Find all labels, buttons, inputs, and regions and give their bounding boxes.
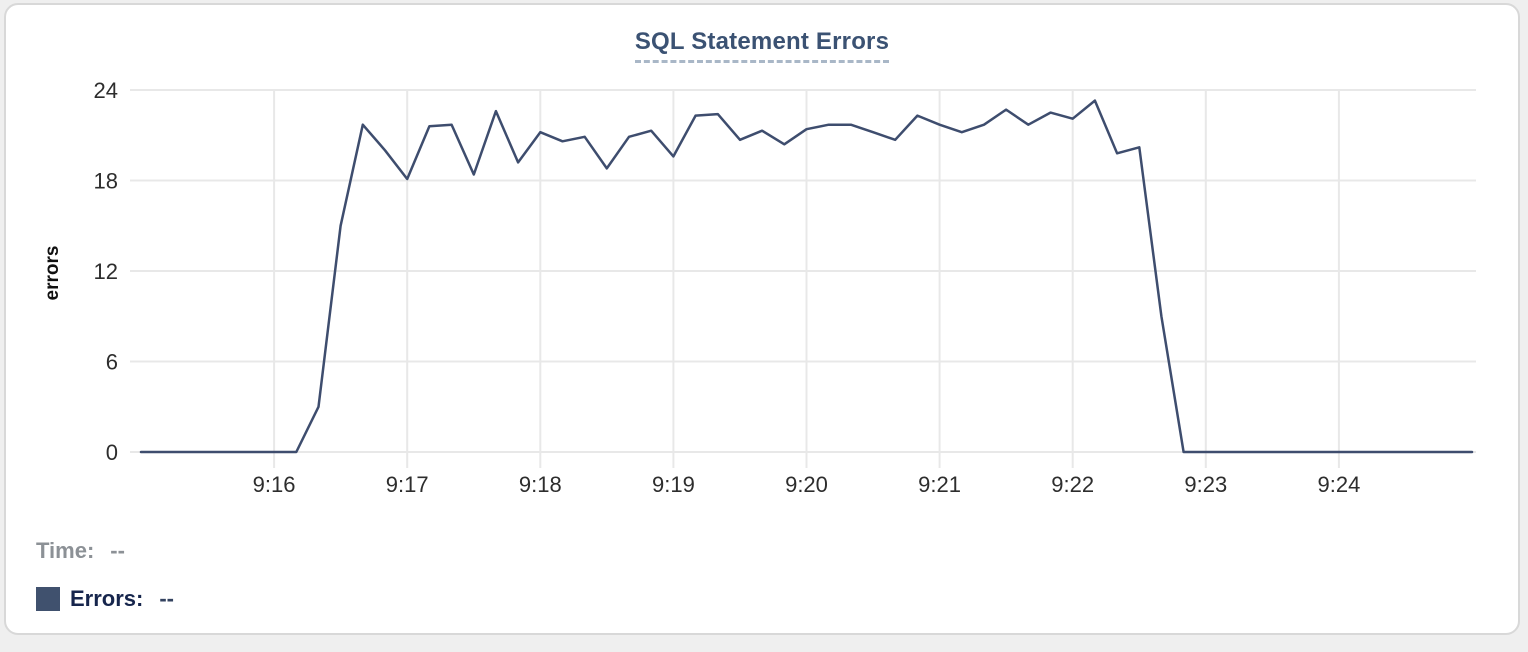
legend-errors-value: -- <box>159 586 175 611</box>
chart-title[interactable]: SQL Statement Errors <box>634 28 890 63</box>
x-tick-label: 9:22 <box>1051 472 1094 497</box>
x-tick-label: 9:23 <box>1184 472 1227 497</box>
x-tick-label: 9:24 <box>1317 472 1360 497</box>
chart-header: SQL Statement Errors <box>6 28 1518 63</box>
gridlines <box>130 89 1476 468</box>
y-tick-label: 12 <box>94 259 118 284</box>
y-tick-label: 6 <box>106 350 118 375</box>
x-tick-label: 9:16 <box>253 472 296 497</box>
axis-tick-labels: 0 6 12 18 24 9:16 9:17 9:18 9:19 9:20 9:21 9:22 9:23… <box>94 78 1361 497</box>
legend-errors-label: Errors: <box>70 586 144 611</box>
errors-line-series[interactable] <box>139 99 1474 454</box>
x-tick-label: 9:20 <box>785 472 828 497</box>
legend-time-value: -- <box>110 538 125 563</box>
x-tick-label: 9:17 <box>386 472 429 497</box>
y-axis-label: errors <box>42 246 63 301</box>
legend-time-row: Time: -- <box>36 538 125 564</box>
line-chart-canvas[interactable]: 0 6 12 18 24 9:16 9:17 9:18 9:19 9:20 9:21 9:22 9:23… <box>6 5 1528 515</box>
chart-card: 0 6 12 18 24 9:16 9:17 9:18 9:19 9:20 9:21 9:22 9:23… <box>4 3 1520 635</box>
x-tick-label: 9:21 <box>918 472 961 497</box>
y-tick-label: 0 <box>106 440 118 465</box>
x-tick-label: 9:18 <box>519 472 562 497</box>
y-tick-label: 18 <box>94 169 118 194</box>
y-tick-label: 24 <box>94 78 118 103</box>
x-tick-label: 9:19 <box>652 472 695 497</box>
legend-errors-row: Errors: -- <box>36 586 174 612</box>
legend-time-label: Time: <box>36 538 95 563</box>
errors-series-swatch-icon <box>36 587 60 611</box>
